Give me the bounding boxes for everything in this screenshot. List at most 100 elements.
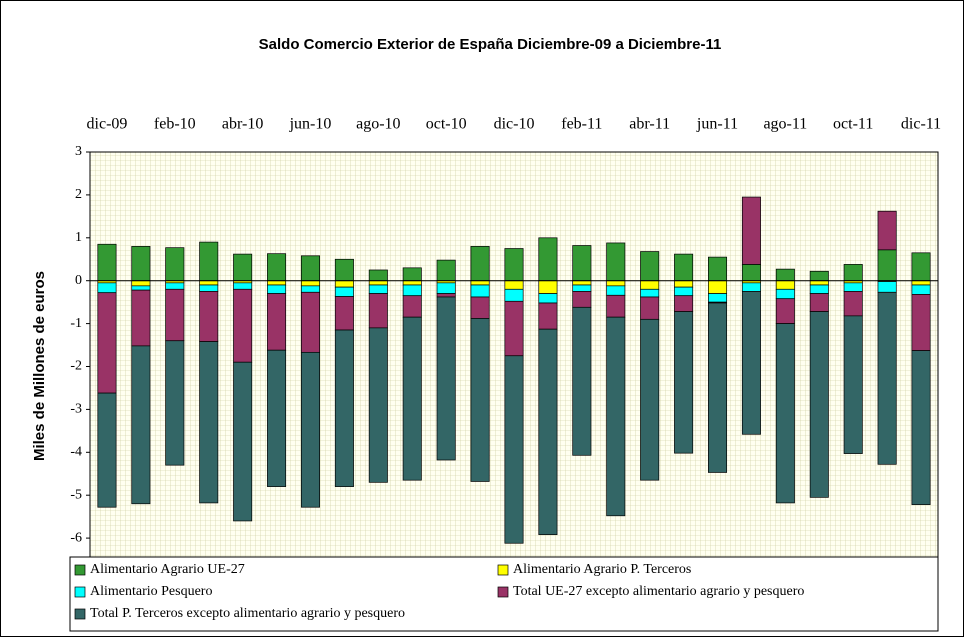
bar-segment [436, 259, 456, 282]
bar-segment [368, 327, 388, 483]
bar-segment [674, 280, 694, 288]
bar-segment [504, 300, 524, 357]
bar-segment [640, 318, 660, 481]
bar-segment [640, 280, 660, 290]
bar-segment [911, 294, 931, 351]
y-axis-label: Miles de Millones de euros [31, 271, 48, 461]
x-tick-label: abr-10 [222, 116, 263, 133]
bar-segment [640, 288, 660, 298]
bar-segment [775, 288, 795, 300]
bar-segment [877, 210, 897, 251]
bar-segment [334, 286, 354, 297]
bar-segment [131, 289, 151, 347]
bar-segment [470, 318, 490, 482]
bar-segment [267, 284, 287, 294]
bar-segment [809, 280, 829, 286]
bar-segment [368, 269, 388, 282]
bar-segment [877, 281, 897, 293]
bar-segment [402, 280, 422, 286]
x-tick-label: ago-11 [763, 116, 807, 133]
bar-segment [538, 237, 558, 282]
bar-segment [300, 285, 320, 293]
y-tick-label: -6 [70, 530, 82, 545]
bar-segment [199, 280, 219, 286]
bar-segment [606, 294, 626, 318]
bar-segment [606, 242, 626, 282]
x-tick-label: oct-10 [426, 116, 467, 133]
bar-segment [267, 280, 287, 286]
bar-segment [504, 355, 524, 544]
bar-segment [504, 288, 524, 302]
x-tick-label: feb-10 [154, 116, 196, 133]
bar-segment [470, 246, 490, 282]
bar-segment [402, 316, 422, 481]
bar-segment [267, 293, 287, 351]
y-tick-label: 0 [75, 273, 82, 288]
bar-segment [233, 361, 253, 522]
bar-segment [368, 280, 388, 286]
bar-segment [131, 280, 151, 287]
bar-segment [300, 255, 320, 282]
bar-segment [708, 293, 728, 303]
y-tick-label: -1 [70, 316, 82, 331]
bar-segment [436, 296, 456, 461]
legend-swatch [74, 564, 86, 576]
bar-segment [97, 292, 117, 394]
bar-segment [640, 296, 660, 320]
x-tick-label: jun-11 [696, 116, 738, 133]
bar-segment [911, 280, 931, 286]
bar-segment [708, 256, 728, 282]
bar-segment [606, 316, 626, 517]
bar-segment [538, 328, 558, 536]
bar-segment [911, 350, 931, 505]
bar-segment [233, 288, 253, 363]
bar-segment [809, 293, 829, 312]
bar-segment [809, 284, 829, 294]
bar-segment [809, 311, 829, 498]
bar-segment [504, 248, 524, 282]
bar-segment [165, 288, 185, 342]
x-tick-label: oct-11 [833, 116, 873, 133]
bar-segment [911, 252, 931, 282]
bar-segment [165, 340, 185, 466]
bar-segment [131, 345, 151, 505]
legend-label: Total P. Terceros excepto alimentario ag… [90, 606, 405, 621]
x-tick-label: feb-11 [561, 116, 602, 133]
legend-label: Alimentario Pesquero [90, 584, 212, 599]
y-tick-label: -4 [70, 445, 82, 460]
y-tick-label: -3 [70, 402, 82, 417]
y-tick-label: 2 [75, 187, 82, 202]
bar-segment [199, 284, 219, 292]
bar-segment [775, 268, 795, 282]
bar-segment [97, 243, 117, 282]
bar-segment [538, 293, 558, 304]
bar-segment [470, 284, 490, 298]
x-tick-label: dic-11 [901, 116, 941, 133]
bar-segment [199, 241, 219, 282]
bar-segment [674, 286, 694, 297]
legend-swatch [497, 564, 509, 576]
legend-label: Alimentario Agrario P. Terceros [513, 562, 691, 577]
bar-segment [334, 258, 354, 282]
chart-title: Saldo Comercio Exterior de España Diciem… [259, 36, 722, 53]
bar-segment [199, 291, 219, 342]
bar-segment [606, 280, 626, 287]
y-tick-label: 3 [75, 144, 82, 159]
bar-segment [165, 247, 185, 282]
bar-segment [97, 282, 117, 294]
bar-segment [877, 291, 897, 465]
bar-segment [368, 284, 388, 294]
x-tick-label: dic-09 [87, 116, 128, 133]
bar-segment [741, 291, 761, 435]
bar-segment [538, 302, 558, 330]
x-tick-label: dic-10 [494, 116, 535, 133]
bar-segment [402, 267, 422, 282]
bar-segment [300, 280, 320, 287]
bar-segment [504, 280, 524, 290]
legend-label: Alimentario Agrario UE-27 [90, 562, 245, 577]
bar-segment [775, 298, 795, 324]
bar-segment [877, 249, 897, 282]
bar-segment [436, 293, 456, 298]
bar-segment [843, 282, 863, 292]
bar-segment [131, 285, 151, 291]
